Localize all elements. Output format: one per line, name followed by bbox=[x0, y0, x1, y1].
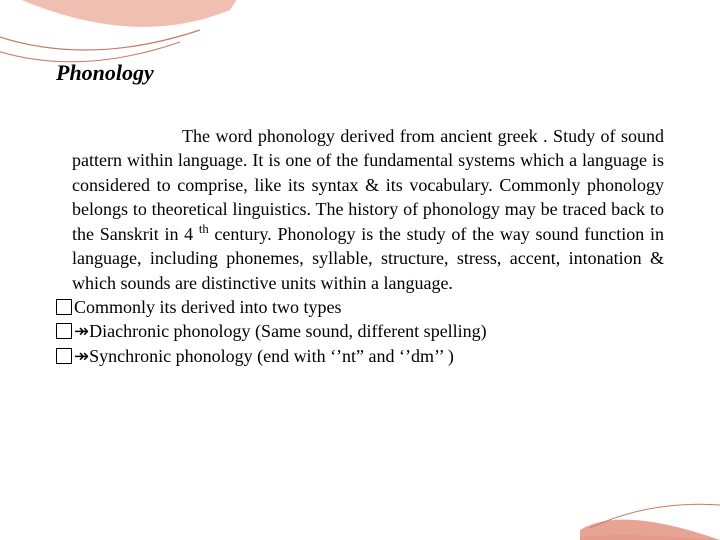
arrow-icon: ↠ bbox=[74, 344, 89, 368]
bullet-text-2: Diachronic phonology (Same sound, differ… bbox=[89, 321, 487, 341]
bullet-line-2: ↠ Diachronic phonology (Same sound, diff… bbox=[56, 319, 664, 343]
body-paragraph: The word phonology derived from ancient … bbox=[72, 124, 664, 295]
placeholder-glyph-icon bbox=[56, 323, 72, 339]
bullet-line-3: ↠Synchronic phonology (end with ‘’nt” an… bbox=[56, 344, 664, 368]
paragraph-superscript: th bbox=[199, 222, 209, 236]
corner-decoration-bottom-right bbox=[580, 470, 720, 540]
placeholder-glyph-icon bbox=[56, 348, 72, 364]
bullet-text-3: Synchronic phonology (end with ‘’nt” and… bbox=[89, 346, 454, 366]
bullet-line-1: Commonly its derived into two types bbox=[56, 295, 664, 319]
placeholder-glyph-icon bbox=[56, 299, 72, 315]
slide-title: Phonology bbox=[56, 60, 664, 86]
bullet-text-1: Commonly its derived into two types bbox=[74, 297, 342, 317]
arrow-icon: ↠ bbox=[74, 319, 89, 343]
slide-content: Phonology The word phonology derived fro… bbox=[0, 0, 720, 368]
